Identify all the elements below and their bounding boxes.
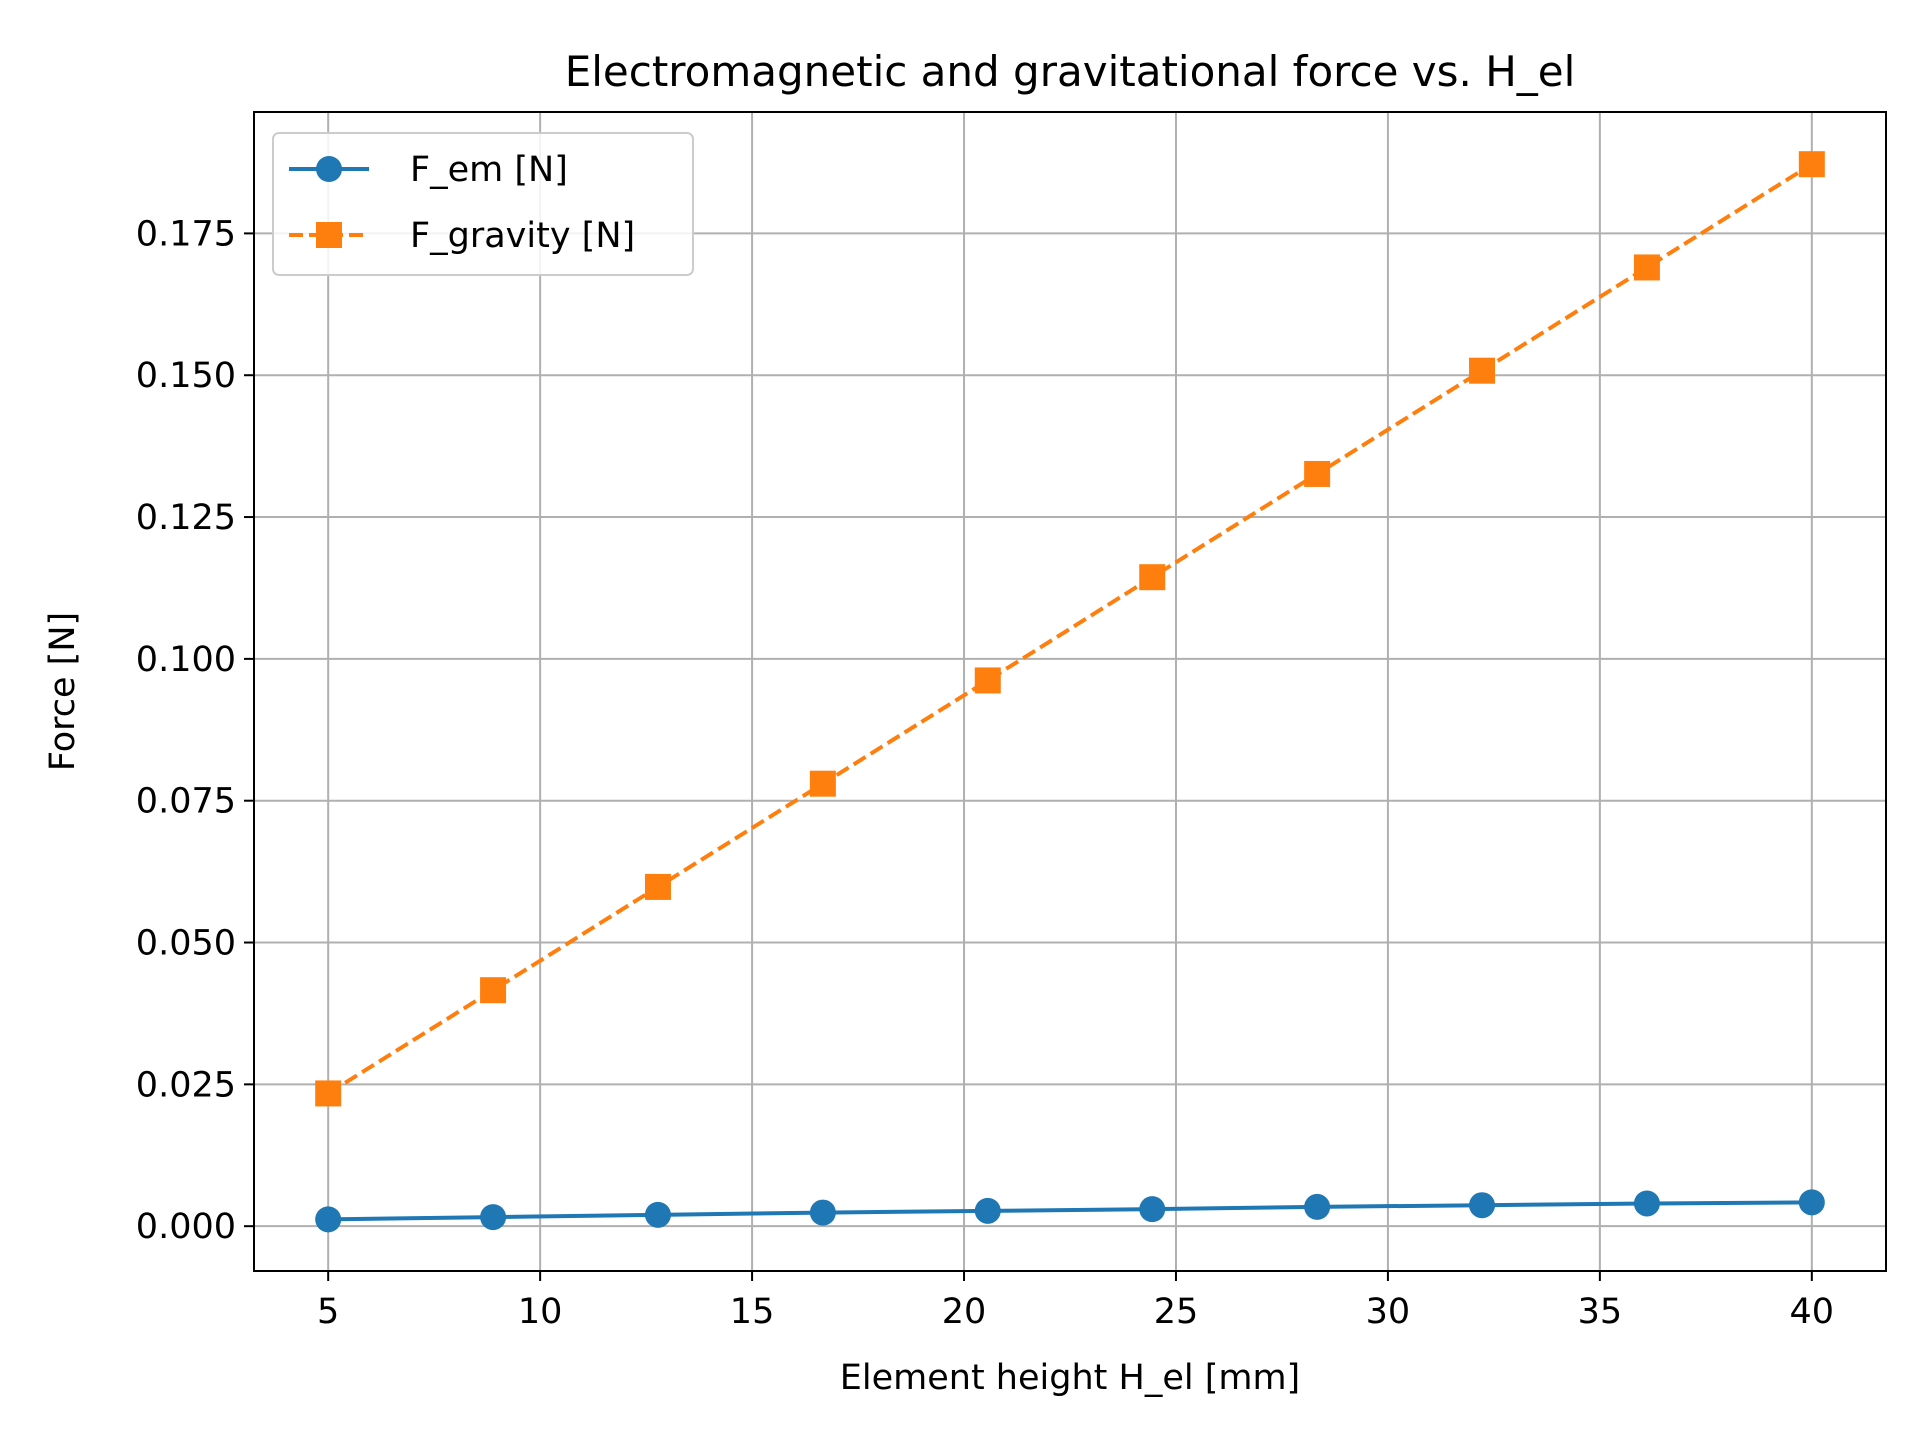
legend: F_em [N] F_gravity [N] — [272, 132, 694, 276]
x-tick-label: 20 — [942, 1292, 987, 1332]
data-point — [480, 1204, 507, 1231]
data-point — [1469, 1192, 1496, 1219]
data-point — [974, 667, 1001, 694]
data-point — [1304, 1193, 1331, 1220]
data-point — [1633, 1190, 1660, 1217]
legend-item: F_em [N] — [289, 150, 568, 190]
data-point — [809, 1199, 836, 1226]
y-tick-label: 0.150 — [136, 356, 236, 396]
x-tick-label: 15 — [730, 1292, 775, 1332]
series-2 — [315, 151, 1825, 1107]
y-tick-label: 0.100 — [136, 640, 236, 680]
y-tick-label: 0.075 — [136, 782, 236, 822]
legend-item: F_gravity [N] — [289, 216, 635, 256]
y-tick-label: 0.175 — [136, 214, 236, 254]
x-tick-label: 5 — [317, 1292, 339, 1332]
series-line — [327, 162, 1813, 1096]
data-point — [315, 1206, 342, 1233]
data-point — [809, 770, 836, 797]
y-tick-label: 0.050 — [136, 924, 236, 964]
data-point — [1304, 460, 1331, 487]
x-tick-label: 25 — [1154, 1292, 1199, 1332]
data-point — [480, 977, 507, 1004]
x-axis-label: Element height H_el [mm] — [840, 1358, 1300, 1398]
data-point — [1139, 1196, 1166, 1223]
data-point — [1469, 357, 1496, 384]
axes-frame — [253, 111, 1887, 1272]
data-point — [315, 1080, 342, 1107]
series-line — [328, 1200, 1812, 1222]
data-point — [644, 1201, 671, 1228]
x-tick-label: 10 — [518, 1292, 563, 1332]
data-point — [1798, 151, 1825, 178]
y-axis-label: Force [N] — [43, 612, 83, 771]
x-tick-label: 40 — [1790, 1292, 1835, 1332]
data-point — [974, 1197, 1001, 1224]
legend-marker — [316, 222, 342, 248]
series-layer — [315, 151, 1825, 1233]
data-point — [644, 873, 671, 900]
y-tick-label: 0.025 — [136, 1065, 236, 1105]
grid — [254, 112, 1886, 1271]
legend-label: F_em [N] — [410, 150, 568, 190]
series-1 — [315, 1189, 1825, 1233]
ticks: 5 10 15 20 25 30 35 40 0.000 0.025 0.050 0.075 0.100… — [136, 214, 1834, 1332]
legend-box — [272, 132, 694, 276]
data-point — [1139, 564, 1166, 591]
x-tick-label: 30 — [1366, 1292, 1411, 1332]
legend-label: F_gravity [N] — [410, 216, 635, 256]
legend-marker — [316, 156, 342, 182]
y-tick-label: 0.125 — [136, 498, 236, 538]
data-point — [1798, 1189, 1825, 1216]
x-tick-label: 35 — [1578, 1292, 1623, 1332]
chart-title: Electromagnetic and gravitational force … — [565, 47, 1576, 96]
data-point — [1633, 254, 1660, 281]
y-tick-label: 0.000 — [136, 1207, 236, 1247]
